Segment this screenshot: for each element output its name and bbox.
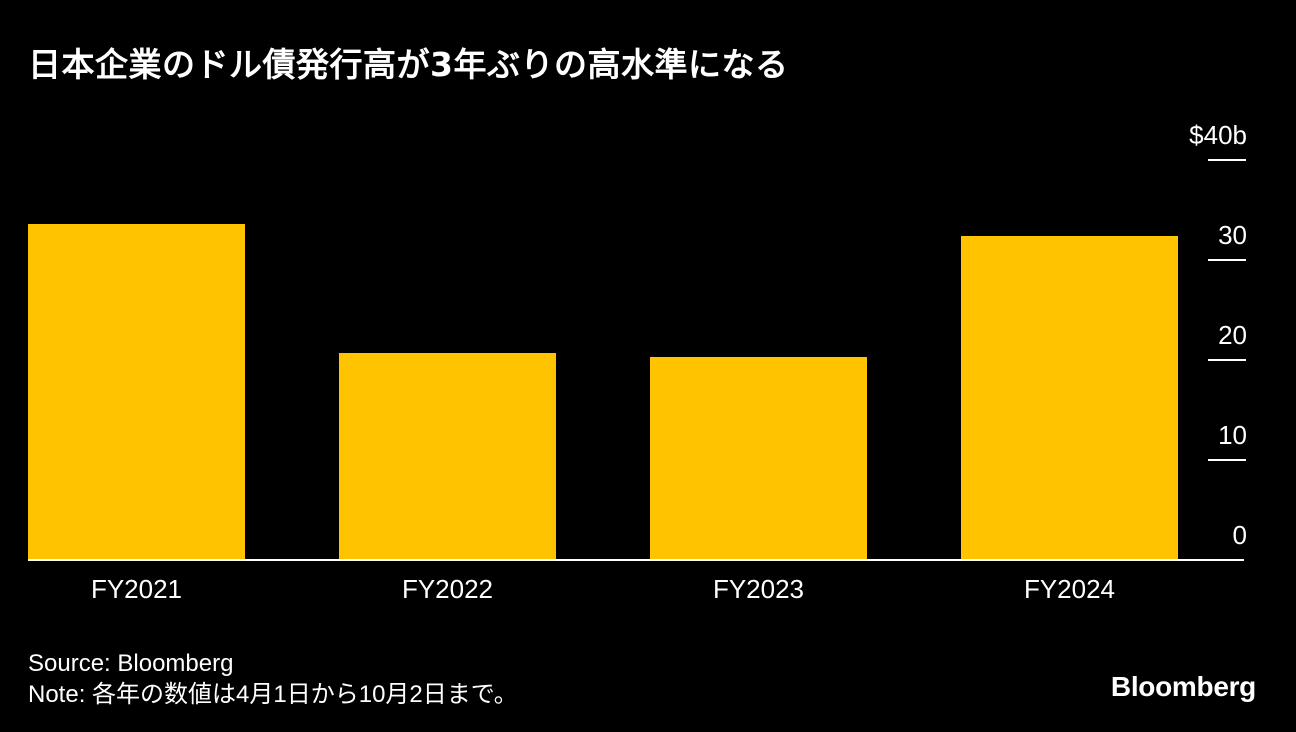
chart-title: 日本企業のドル債発行高が3年ぶりの高水準になる <box>28 45 789 84</box>
x-axis: FY2021 FY2022 FY2023 FY2024 <box>91 574 1115 604</box>
bar-fy2021 <box>28 224 245 560</box>
bars-group <box>28 224 1178 560</box>
x-tick-label: FY2024 <box>1024 574 1115 604</box>
y-tick-label: 10 <box>1218 420 1247 450</box>
y-tick-label: 30 <box>1218 220 1247 250</box>
y-tick-label: 0 <box>1233 520 1247 550</box>
source-text: Source: Bloomberg <box>28 650 234 677</box>
y-tick-label: $40b <box>1189 120 1247 150</box>
bloomberg-logo: Bloomberg <box>1110 671 1256 702</box>
bar-fy2023 <box>650 357 867 560</box>
bar-fy2024 <box>961 236 1178 560</box>
bar-fy2022 <box>339 353 556 560</box>
footer: Source: Bloomberg Note: 各年の数値は4月1日から10月2… <box>28 648 518 710</box>
y-tick-label: 20 <box>1218 320 1247 350</box>
x-tick-label: FY2021 <box>91 574 182 604</box>
y-axis: 0 10 20 30 $40b <box>1189 120 1247 550</box>
x-tick-label: FY2023 <box>713 574 804 604</box>
x-tick-label: FY2022 <box>402 574 493 604</box>
note-text: Note: 各年の数値は4月1日から10月2日まで。 <box>28 681 518 708</box>
